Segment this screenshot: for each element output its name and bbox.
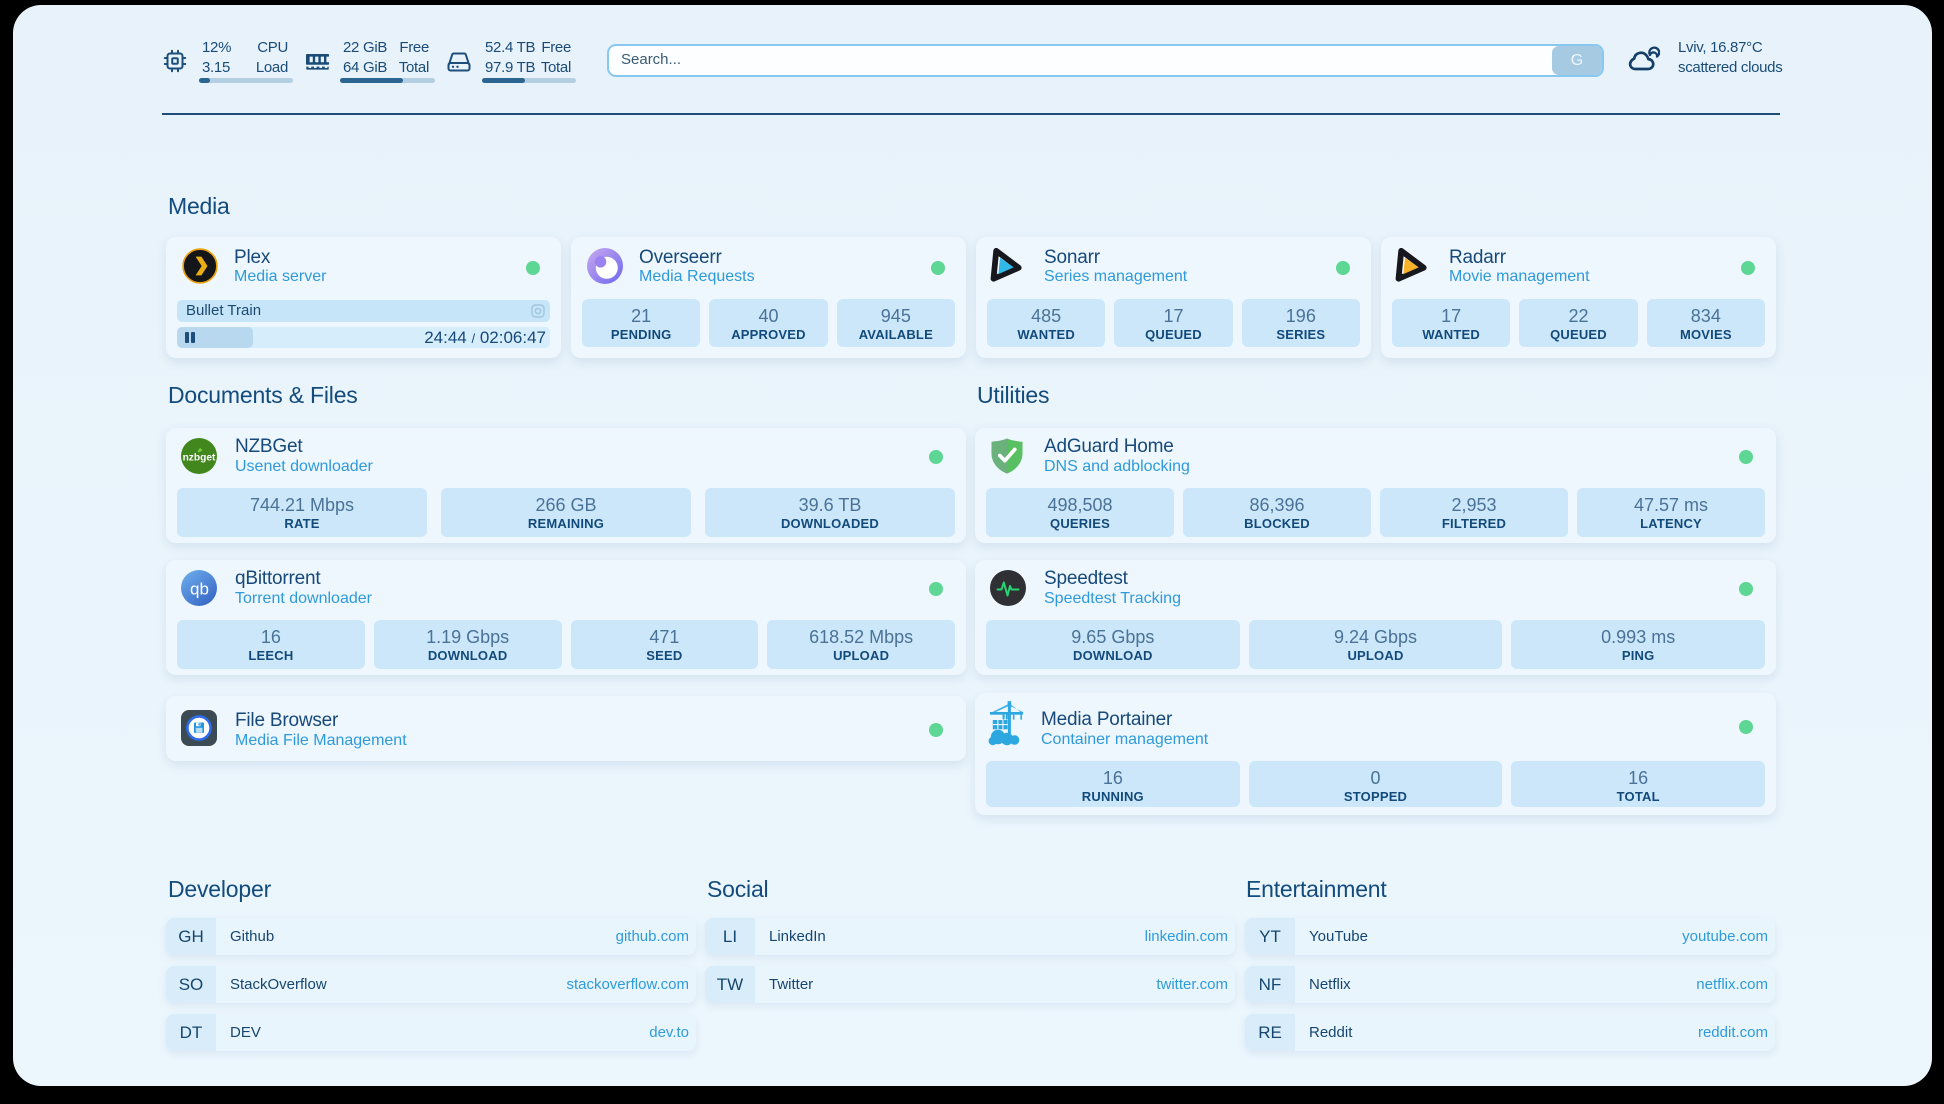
svg-text:qb: qb xyxy=(190,580,209,599)
svg-text:nzbget: nzbget xyxy=(183,453,216,464)
